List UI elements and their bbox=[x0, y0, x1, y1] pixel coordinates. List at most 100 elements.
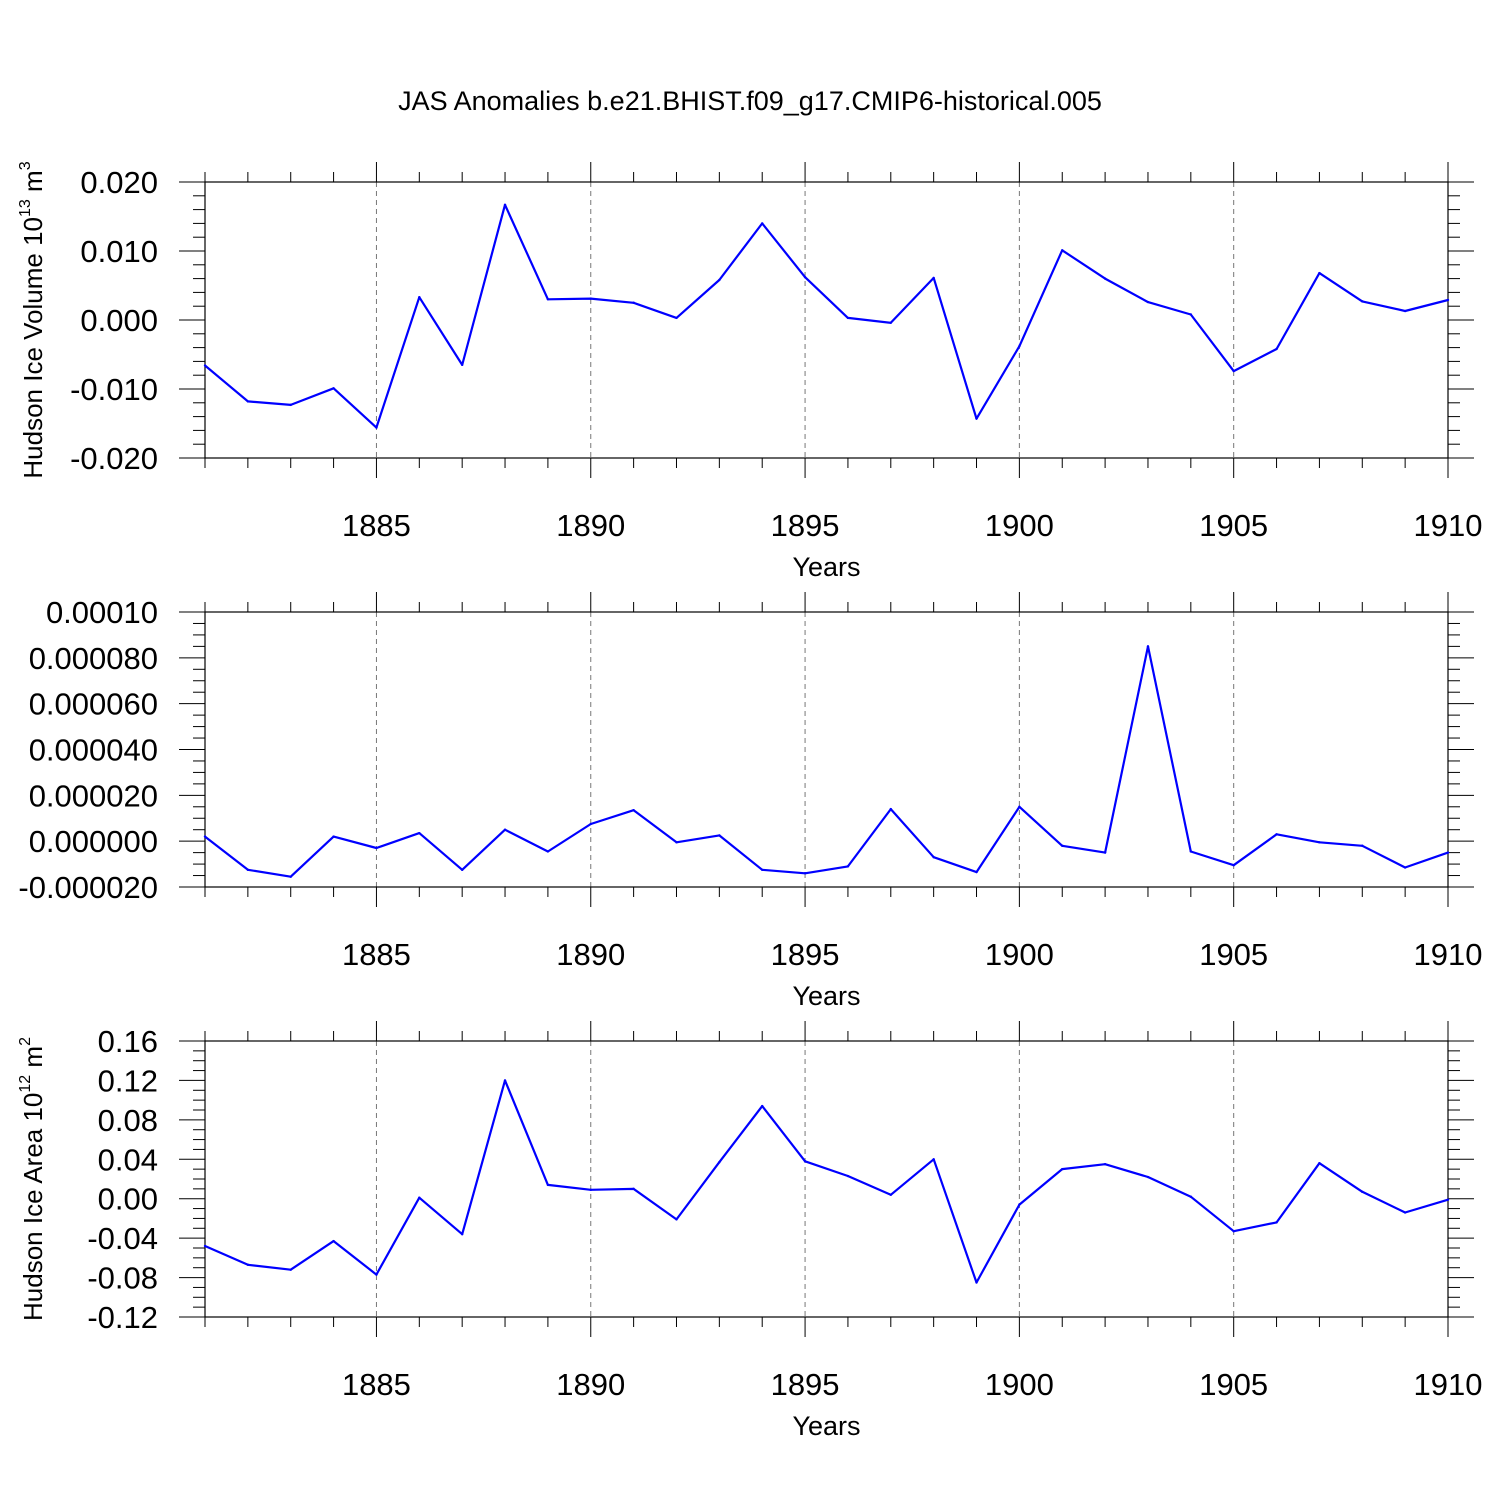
data-point bbox=[1232, 864, 1235, 867]
data-point bbox=[546, 298, 550, 301]
y-axis-label-superscript: 3 bbox=[17, 161, 34, 170]
data-point bbox=[1318, 841, 1321, 844]
data-point bbox=[1275, 1221, 1278, 1224]
data-point bbox=[246, 400, 250, 403]
data-point bbox=[718, 278, 721, 282]
data-point bbox=[375, 426, 378, 429]
y-tick-label: 0.000080 bbox=[29, 641, 158, 676]
data-point bbox=[1061, 1167, 1064, 1171]
data-point bbox=[675, 1218, 678, 1221]
data-point bbox=[675, 841, 678, 844]
data-point bbox=[1103, 1163, 1107, 1166]
data-point bbox=[1146, 1175, 1150, 1179]
data-point bbox=[1361, 1190, 1364, 1194]
x-axis-label: Years bbox=[792, 552, 860, 582]
plot-frame bbox=[204, 181, 1449, 459]
data-point bbox=[418, 1196, 421, 1199]
y-tick-label: 0.00 bbox=[98, 1182, 158, 1217]
data-point bbox=[1361, 844, 1364, 847]
data-point bbox=[1061, 249, 1064, 252]
chart-title: JAS Anomalies b.e21.BHIST.f09_g17.CMIP6-… bbox=[398, 86, 1102, 116]
x-axis-label: Years bbox=[792, 1411, 860, 1441]
y-axis-label-superscript: 2 bbox=[17, 1037, 34, 1046]
data-point bbox=[503, 828, 507, 831]
data-point bbox=[1232, 1230, 1235, 1233]
data-point bbox=[1146, 300, 1150, 304]
data-point bbox=[375, 1273, 378, 1276]
data-point bbox=[889, 321, 892, 324]
y-tick-label: -0.000020 bbox=[18, 870, 158, 905]
data-point bbox=[803, 1160, 807, 1163]
y-tick-label: 0.12 bbox=[98, 1063, 158, 1098]
y-tick-label: 0.020 bbox=[80, 165, 158, 200]
y-axis-label-text: m bbox=[18, 170, 48, 199]
x-tick-label: 1905 bbox=[1199, 1367, 1268, 1402]
y-tick-label: -0.08 bbox=[87, 1261, 158, 1296]
data-point bbox=[761, 222, 764, 225]
data-point bbox=[1403, 866, 1407, 869]
data-point bbox=[761, 868, 764, 872]
data-point bbox=[503, 1079, 507, 1082]
data-point bbox=[589, 1188, 592, 1192]
data-point bbox=[1189, 1195, 1193, 1198]
y-tick-label: -0.020 bbox=[70, 441, 158, 476]
panel-2: 0.00010 0.000080 0.000060 0.000040 0.000020 0… bbox=[18, 592, 1482, 1011]
x-tick-label: 1895 bbox=[771, 937, 840, 972]
x-axis-label: Years bbox=[792, 981, 860, 1011]
data-point bbox=[1403, 309, 1407, 313]
data-point bbox=[718, 1161, 721, 1164]
data-point bbox=[889, 807, 892, 811]
data-point bbox=[1403, 1211, 1407, 1214]
x-tick-label: 1890 bbox=[556, 508, 625, 543]
data-point bbox=[418, 831, 421, 835]
y-tick-label: 0.08 bbox=[98, 1103, 158, 1138]
data-point bbox=[932, 856, 935, 859]
data-point bbox=[846, 1174, 850, 1178]
x-tick-label: 1885 bbox=[342, 1367, 411, 1402]
y-tick-label: -0.010 bbox=[70, 372, 158, 407]
data-point bbox=[1061, 844, 1064, 847]
y-axis-label: Hudson Ice Volume 1013 m3 bbox=[17, 161, 48, 478]
y-tick-label: 0.000020 bbox=[29, 778, 158, 813]
data-point bbox=[975, 1281, 978, 1284]
data-point bbox=[246, 868, 250, 872]
x-tick-label: 1910 bbox=[1414, 1367, 1483, 1402]
x-tick-label: 1890 bbox=[556, 937, 625, 972]
data-point bbox=[1275, 347, 1278, 351]
y-tick-label: 0.000000 bbox=[29, 824, 158, 859]
x-tick-label: 1900 bbox=[985, 1367, 1054, 1402]
data-point bbox=[1318, 271, 1321, 275]
data-point bbox=[975, 417, 978, 420]
y-tick-label: -0.04 bbox=[87, 1221, 158, 1256]
series-line bbox=[204, 203, 1449, 429]
data-point bbox=[332, 1239, 335, 1243]
x-tick-label: 1900 bbox=[985, 937, 1054, 972]
data-point bbox=[1446, 298, 1450, 302]
y-tick-label: 0.000 bbox=[80, 303, 158, 338]
data-point bbox=[718, 834, 721, 837]
data-point bbox=[975, 870, 978, 874]
y-tick-label: 0.010 bbox=[80, 234, 158, 269]
data-point bbox=[460, 1233, 464, 1236]
x-tick-label: 1905 bbox=[1199, 508, 1268, 543]
panel-3: 0.16 0.12 0.08 0.04 0.00 -0.04 -0.08 -0.12 1885 1… bbox=[17, 1021, 1482, 1441]
y-tick-label: 0.000040 bbox=[29, 733, 158, 768]
data-point bbox=[203, 364, 207, 367]
data-point bbox=[1446, 1198, 1450, 1201]
y-tick-label: 0.00010 bbox=[46, 595, 158, 630]
data-point bbox=[1189, 850, 1193, 853]
data-point bbox=[889, 1193, 892, 1196]
plot-frame bbox=[204, 1040, 1449, 1318]
x-tick-label: 1895 bbox=[771, 508, 840, 543]
x-tick-label: 1895 bbox=[771, 1367, 840, 1402]
y-tick-label: 0.04 bbox=[98, 1142, 158, 1177]
y-tick-label: 0.000060 bbox=[29, 687, 158, 722]
x-tick-label: 1905 bbox=[1199, 937, 1268, 972]
data-point bbox=[203, 1244, 207, 1248]
data-point bbox=[1318, 1162, 1321, 1165]
data-point bbox=[589, 822, 592, 826]
data-point bbox=[675, 316, 678, 320]
x-tick-label: 1910 bbox=[1414, 508, 1483, 543]
data-point bbox=[203, 835, 207, 838]
data-point bbox=[246, 1263, 250, 1266]
